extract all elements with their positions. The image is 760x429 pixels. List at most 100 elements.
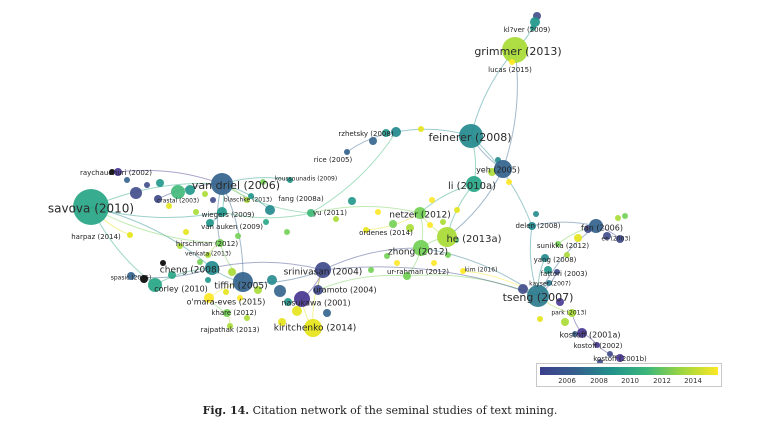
- network-node-blaschke2013[interactable]: [244, 197, 250, 203]
- network-node-srinivasan2004[interactable]: [315, 262, 331, 278]
- network-node-crastal2003[interactable]: [154, 195, 162, 203]
- network-node-vanauken2009[interactable]: [206, 219, 214, 227]
- network-node-ee2003[interactable]: [616, 235, 624, 243]
- network-node-sunikka2012[interactable]: [555, 241, 561, 247]
- network-node-tiffin2005[interactable]: [233, 272, 253, 292]
- network-node-li2010a[interactable]: [466, 176, 482, 192]
- network-node-minor: [228, 268, 236, 276]
- network-node-omaraeves2015[interactable]: [204, 293, 214, 303]
- network-node-kayser2007[interactable]: [546, 280, 552, 286]
- network-node-fang2008a[interactable]: [265, 205, 275, 215]
- figure-caption: Fig. 14. Citation network of the seminal…: [0, 404, 760, 417]
- network-node-minor: [533, 211, 539, 217]
- network-node-minor: [564, 252, 570, 258]
- network-node-minor: [260, 179, 266, 185]
- network-node-cheng2008[interactable]: [205, 261, 219, 275]
- network-node-delen2008[interactable]: [528, 222, 536, 230]
- node-label: harpaz (2014): [71, 233, 121, 241]
- node-label: tiffin (2005): [214, 282, 267, 292]
- node-label: rzhetsky (2008): [338, 130, 393, 138]
- network-node-minor: [235, 233, 241, 239]
- network-node-ordenes2014[interactable]: [363, 227, 369, 233]
- node-label: fang (2008a): [278, 195, 324, 203]
- node-label: he (2013a): [446, 234, 501, 245]
- node-label: kostoff (2002): [573, 342, 622, 350]
- node-label: delen (2008): [516, 222, 561, 230]
- node-label: netzer (2012): [389, 211, 451, 221]
- network-node-klover2009[interactable]: [530, 17, 540, 27]
- network-node-spasic2005[interactable]: [127, 272, 135, 280]
- network-node-uramoto2004[interactable]: [313, 285, 323, 295]
- node-label: hirschman (2012): [176, 240, 239, 248]
- network-node-rice2005[interactable]: [344, 149, 350, 155]
- network-nodes: [73, 12, 628, 365]
- network-node-wiegers2009[interactable]: [217, 207, 227, 217]
- network-node-kostoff2002[interactable]: [594, 342, 600, 348]
- network-node-koussounadis2009[interactable]: [287, 177, 293, 183]
- network-labels: kl?ver (2009) grimmer (2013) lucas (2015) r…: [48, 26, 647, 363]
- network-node-urrahman2012[interactable]: [403, 272, 411, 280]
- network-node-nasukawa2001[interactable]: [294, 291, 310, 307]
- network-node-fan2006[interactable]: [589, 219, 603, 233]
- network-node-raychaudhuri2002[interactable]: [114, 168, 122, 176]
- network-node-venkata2013[interactable]: [205, 252, 211, 258]
- network-node-fattori2003[interactable]: [554, 269, 560, 275]
- network-node-savova2010[interactable]: [73, 189, 109, 225]
- network-node-minor: [278, 318, 286, 326]
- network-node-minor: [518, 284, 528, 294]
- network-node-yu2011[interactable]: [307, 209, 315, 217]
- network-node-minor: [429, 197, 435, 203]
- network-node-lucas2015[interactable]: [509, 59, 515, 65]
- node-label: kostoff (2001a): [560, 331, 621, 340]
- node-label: cheng (2008): [160, 266, 220, 276]
- node-label: kim (2016): [465, 267, 498, 274]
- node-label: zhong (2012): [388, 248, 448, 258]
- network-node-kostoff2001b[interactable]: [616, 354, 624, 362]
- network-node-rajpathak2013[interactable]: [227, 323, 233, 329]
- network-node-minor: [574, 234, 582, 242]
- network-node-feinerer2008[interactable]: [459, 124, 483, 148]
- network-node-minor: [572, 331, 578, 337]
- node-label: rice (2005): [314, 156, 353, 164]
- network-node-yang2008[interactable]: [541, 254, 549, 262]
- node-label: yang (2008): [534, 256, 577, 264]
- network-node-he2013a[interactable]: [437, 227, 457, 247]
- network-node-rzhetsky2008[interactable]: [391, 127, 401, 137]
- node-label: ee (2003): [601, 236, 630, 243]
- network-node-khare2012[interactable]: [223, 309, 231, 317]
- node-label: wiegers (2009): [202, 211, 255, 219]
- node-label: rajpathak (2013): [201, 326, 260, 334]
- network-node-kim2016[interactable]: [460, 268, 466, 274]
- node-label: fattori (2003): [541, 270, 588, 278]
- node-label: o'mara-eves (2015): [187, 298, 266, 307]
- legend-tick: 2010: [621, 377, 639, 385]
- network-node-vandriel2006[interactable]: [211, 173, 233, 195]
- caption-label: Fig. 14.: [202, 404, 250, 417]
- network-node-minor: [248, 193, 254, 199]
- network-node-minor: [244, 315, 250, 321]
- network-node-minor: [202, 191, 208, 197]
- network-node-minor: [440, 219, 446, 225]
- network-node-kiritchenko2014[interactable]: [304, 319, 322, 337]
- network-node-yeh2005[interactable]: [494, 160, 512, 178]
- network-node-minor: [205, 277, 211, 283]
- network-node-tseng2007[interactable]: [527, 285, 549, 307]
- network-node-zhong2012[interactable]: [413, 240, 429, 256]
- network-node-minor: [561, 318, 569, 326]
- citation-edge: [470, 49, 516, 137]
- network-node-netzer2012[interactable]: [414, 207, 426, 219]
- network-node-kostoff2001a[interactable]: [577, 328, 587, 338]
- network-node-minor: [185, 185, 195, 195]
- node-label: kl?ver (2009): [504, 26, 551, 34]
- node-label: nasukawa (2001): [281, 299, 350, 308]
- network-node-minor: [418, 126, 424, 132]
- citation-edge: [322, 266, 539, 297]
- network-node-harpaz2014[interactable]: [127, 232, 133, 238]
- network-node-corley2010[interactable]: [148, 278, 162, 292]
- network-edges: [90, 21, 621, 359]
- network-node-park2013[interactable]: [568, 309, 576, 317]
- network-node-hirschman2012[interactable]: [216, 239, 224, 247]
- network-node-minor: [223, 289, 229, 295]
- network-node-grimmer2013[interactable]: [502, 37, 528, 63]
